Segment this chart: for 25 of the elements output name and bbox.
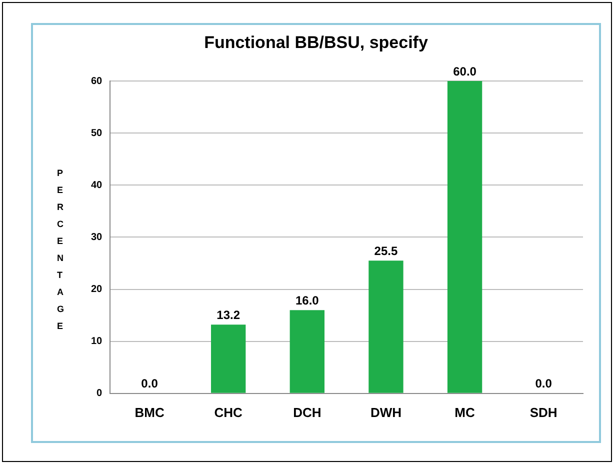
y-tick-label: 10: [91, 336, 103, 348]
y-tick-label: 20: [91, 284, 103, 296]
bar: [368, 260, 404, 393]
data-label: 60.0: [453, 64, 477, 78]
text: PERCENTAGE: [57, 168, 64, 331]
y-tick-label: 0: [96, 388, 103, 400]
bar: [447, 81, 482, 393]
data-label: 0.0: [141, 376, 158, 391]
bar: [211, 324, 246, 393]
y-tick-label: 30: [91, 232, 103, 243]
y-tick-label: 50: [91, 128, 103, 139]
x-tick-label: BMC: [134, 404, 165, 420]
data-label: 0.0: [535, 376, 552, 391]
x-tick-label: CHC: [214, 404, 244, 420]
data-label: 25.5: [374, 244, 398, 258]
bar: [290, 310, 324, 393]
data-label: 16.0: [295, 293, 320, 308]
x-tick-label: DCH: [293, 404, 322, 420]
x-tick-label: MC: [454, 404, 476, 420]
x-tick-label: DWH: [370, 404, 402, 420]
chart-title: Functional BB/BSU, specify: [203, 33, 429, 53]
y-tick-label: 60: [91, 76, 103, 87]
y-tick-label: 40: [91, 180, 103, 191]
data-label: 13.2: [216, 308, 240, 322]
x-tick-label: SDH: [530, 404, 558, 420]
